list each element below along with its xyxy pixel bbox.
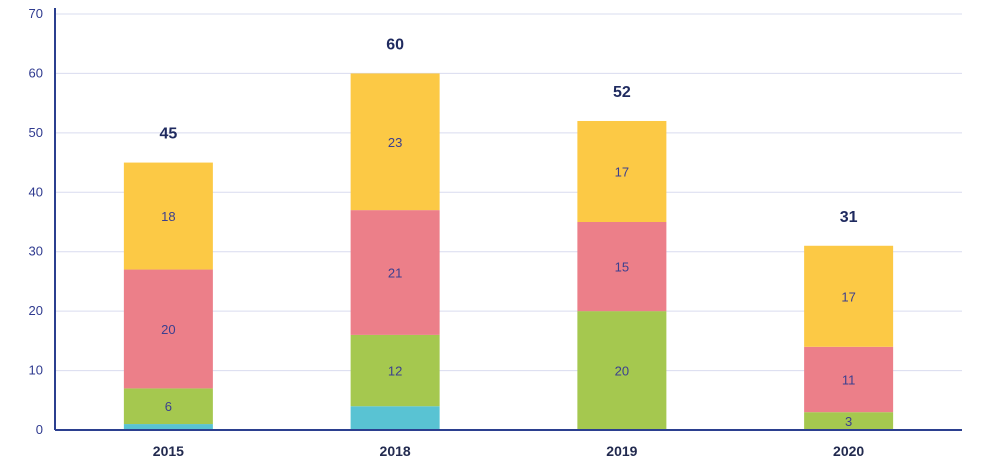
y-tick-label: 20 [29, 303, 43, 318]
bar-segment [577, 222, 667, 312]
x-tick-label: 2015 [153, 443, 184, 459]
bar-total-label: 31 [840, 209, 858, 226]
x-tick-label: 2018 [380, 443, 411, 459]
segment-value-label: 17 [841, 289, 855, 304]
bar-segment [123, 424, 213, 430]
x-axis: 2015 2018 2019 2020 [55, 429, 962, 459]
bar-segment [123, 269, 213, 389]
segment-value-label: 15 [615, 260, 629, 275]
bar-segment [577, 311, 667, 430]
x-tick-label: 2019 [606, 443, 637, 459]
bar-segment [350, 210, 440, 335]
y-tick-label: 70 [29, 6, 43, 21]
segment-value-label: 18 [161, 209, 175, 224]
x-tick-label: 2020 [833, 443, 864, 459]
y-axis: 0 10 20 30 40 50 60 70 [29, 6, 56, 437]
segment-value-label: 6 [165, 399, 172, 414]
segment-value-label: 23 [388, 135, 402, 150]
bars: 6 20 18 45 12 21 23 60 20 15 17 52 3 11 17 31 [123, 36, 894, 430]
segment-value-label: 3 [845, 414, 852, 429]
y-tick-label: 40 [29, 184, 43, 199]
y-tick-label: 0 [36, 422, 43, 437]
segment-value-label: 17 [615, 164, 629, 179]
bar-segment [804, 245, 894, 347]
bar-segment [577, 120, 667, 222]
bar-total-label: 60 [386, 36, 404, 53]
segment-value-label: 20 [161, 322, 175, 337]
bar-segment [350, 406, 440, 430]
segment-value-label: 21 [388, 266, 402, 281]
bar-segment [804, 346, 894, 413]
bar-segment [350, 334, 440, 407]
y-tick-label: 30 [29, 244, 43, 259]
bar-segment [123, 162, 213, 270]
y-tick-label: 10 [29, 363, 43, 378]
bar-segment [350, 73, 440, 211]
bar-segment [804, 412, 894, 430]
bar-total-label: 45 [159, 126, 177, 143]
y-tick-label: 50 [29, 125, 43, 140]
segment-value-label: 12 [388, 364, 402, 379]
bar-total-label: 52 [613, 84, 631, 101]
bar-segment [123, 388, 213, 425]
segment-value-label: 20 [615, 364, 629, 379]
segment-value-label: 11 [842, 372, 856, 387]
y-tick-label: 60 [29, 65, 43, 80]
